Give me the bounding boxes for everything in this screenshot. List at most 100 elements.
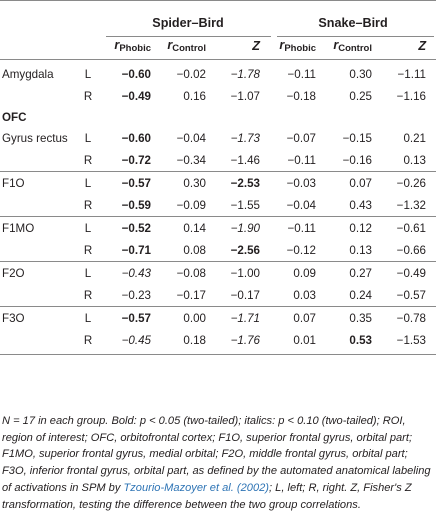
value-cell: −0.11 — [270, 59, 326, 85]
value-cell: −0.34 — [176, 153, 206, 167]
value-cell: −0.60 — [121, 131, 151, 145]
hemisphere-cell: L — [70, 171, 106, 194]
value-cell: −0.26 — [382, 171, 436, 194]
region-cell — [0, 329, 70, 351]
value-cell: 0.03 — [293, 288, 316, 302]
region-cell — [0, 284, 70, 307]
hemisphere-cell: L — [84, 131, 92, 145]
section-label-row: OFC — [0, 107, 436, 127]
hemisphere-cell: R — [83, 333, 93, 347]
value-cell: −0.57 — [106, 306, 161, 329]
col-header-r-control: rControl — [167, 38, 206, 54]
value-cell: −0.49 — [121, 89, 151, 103]
snake-bird-underline — [277, 36, 434, 37]
value-cell: −0.57 — [396, 288, 427, 302]
value-cell: 0.14 — [161, 216, 216, 239]
value-cell: −0.15 — [342, 131, 372, 145]
value-cell: −0.61 — [382, 216, 436, 239]
hemisphere-cell: R — [83, 198, 93, 212]
value-cell: 0.00 — [161, 306, 216, 329]
table-row: Gyrus rectus L −0.60 −0.04 −1.73 −0.07 −0.15 0.… — [0, 127, 436, 149]
value-cell: 0.24 — [349, 288, 372, 302]
value-cell: −0.02 — [161, 59, 216, 85]
value-cell: −1.32 — [396, 198, 427, 212]
value-cell: 0.12 — [326, 216, 382, 239]
value-cell: −2.56 — [230, 243, 260, 257]
value-cell: −1.71 — [216, 306, 270, 329]
table-row: F1MO L −0.52 0.14 −1.90 −0.11 0.12 −0.61 — [0, 216, 436, 239]
value-cell: 0.13 — [403, 153, 427, 167]
value-cell: 0.30 — [326, 59, 382, 85]
value-cell: −0.43 — [106, 261, 161, 284]
value-cell: −1.46 — [230, 153, 260, 167]
value-cell: −0.45 — [121, 333, 151, 347]
value-cell: −1.07 — [230, 89, 260, 103]
value-cell: −1.73 — [230, 131, 260, 145]
value-cell: −0.04 — [176, 131, 206, 145]
value-cell: 0.01 — [293, 333, 316, 347]
spider-bird-underline — [106, 36, 271, 37]
value-cell: −0.12 — [286, 243, 316, 257]
value-cell: −0.66 — [396, 243, 427, 257]
footnote-reference-link[interactable]: Tzourio-Mazoyer et al. (2002) — [123, 481, 269, 494]
region-cell — [0, 194, 70, 217]
table-row: F2O L −0.43 −0.08 −1.00 0.09 0.27 −0.49 — [0, 261, 436, 284]
region-cell: F1O — [0, 171, 70, 194]
value-cell: 0.43 — [349, 198, 372, 212]
value-cell: 0.09 — [270, 261, 326, 284]
hemisphere-cell: L — [70, 261, 106, 284]
value-cell: −0.52 — [106, 216, 161, 239]
value-cell: −1.53 — [396, 333, 427, 347]
value-cell: −0.17 — [176, 288, 206, 302]
col-header-z: Z — [252, 39, 260, 53]
value-cell: −0.49 — [382, 261, 436, 284]
col-header-r-phobic-2: rPhobic — [279, 38, 316, 54]
value-cell: −2.53 — [216, 171, 270, 194]
results-table-container: Spider–Bird Snake–Bird rPhobic rControl … — [0, 0, 436, 352]
table-row: R −0.59 −0.09 −1.55 −0.04 0.43 −1.32 — [0, 194, 436, 217]
value-cell: −0.11 — [270, 216, 326, 239]
value-cell: −0.17 — [230, 288, 260, 302]
value-cell: −0.09 — [176, 198, 206, 212]
region-cell — [0, 239, 70, 262]
value-cell: −0.60 — [106, 59, 161, 85]
value-cell: −0.59 — [121, 198, 151, 212]
value-cell: −0.04 — [286, 198, 316, 212]
region-cell — [0, 149, 70, 172]
value-cell: 0.13 — [349, 243, 372, 257]
hemisphere-cell: R — [83, 288, 93, 302]
value-cell: 0.08 — [183, 243, 206, 257]
col-header-z-2: Z — [418, 39, 427, 53]
col-header-r-control-2: rControl — [333, 38, 372, 54]
hemisphere-cell: R — [83, 243, 93, 257]
footnote-text: N = 17 in each group. Bold: p < 0.05 (tw… — [2, 415, 431, 494]
table-footnote: N = 17 in each group. Bold: p < 0.05 (tw… — [2, 413, 432, 513]
value-cell: 0.21 — [403, 131, 427, 145]
table-body: Amygdala L −0.60 −0.02 −1.78 −0.11 0.30 −1.11 R −… — [0, 59, 436, 352]
region-cell: F3O — [0, 306, 70, 329]
value-cell: −0.72 — [121, 153, 151, 167]
section-label: OFC — [2, 110, 27, 124]
value-cell: −0.07 — [286, 131, 316, 145]
value-cell: 0.30 — [161, 171, 216, 194]
hemisphere-cell: R — [83, 153, 93, 167]
group-header-snake-bird: Snake–Bird — [318, 16, 388, 30]
header-spacer — [0, 0, 106, 33]
table-row: R −0.23 −0.17 −0.17 0.03 0.24 −0.57 — [0, 284, 436, 307]
table-row: R −0.49 0.16 −1.07 −0.18 0.25 −1.16 — [0, 85, 436, 107]
value-cell: 0.07 — [270, 306, 326, 329]
region-cell — [0, 85, 70, 107]
table-bottom-rule — [0, 354, 436, 355]
correlation-table: Spider–Bird Snake–Bird rPhobic rControl … — [0, 0, 436, 352]
value-cell: 0.27 — [326, 261, 382, 284]
value-cell: −1.76 — [230, 333, 260, 347]
group-header-spider-bird: Spider–Bird — [152, 16, 224, 30]
value-cell: 0.07 — [326, 171, 382, 194]
value-cell: −1.11 — [382, 59, 436, 85]
subheader-spacer — [0, 33, 106, 60]
table-row: R −0.72 −0.34 −1.46 −0.11 −0.16 0.13 — [0, 149, 436, 172]
region-cell: F2O — [0, 261, 70, 284]
footnote-text-end: ; L, left; R, right. Z, Fisher's Z trans… — [2, 481, 412, 511]
value-cell: −1.00 — [216, 261, 270, 284]
value-cell: −0.16 — [342, 153, 372, 167]
